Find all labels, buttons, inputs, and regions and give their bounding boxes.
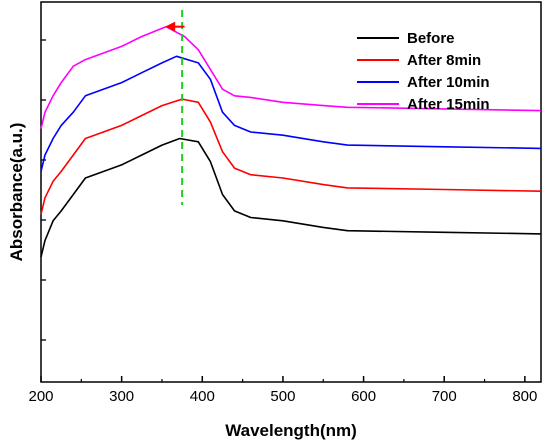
y-axis-title: Absorbance(a.u.): [7, 123, 26, 262]
series-line-after-15min: [40, 25, 542, 129]
annotation-layer: [165, 10, 185, 205]
plot-frame: [40, 1, 542, 383]
legend-label-2: After 10min: [407, 74, 490, 91]
series-line-after-8min: [40, 98, 542, 215]
x-axis-title: Wavelength(nm): [225, 421, 357, 440]
legend-label-3: After 15min: [407, 96, 490, 113]
x-tick-label-600: 600: [351, 388, 376, 405]
x-tick-label-500: 500: [270, 388, 295, 405]
series-layer: [40, 25, 542, 258]
x-tick-label-400: 400: [190, 388, 215, 405]
shift-arrow-head: [165, 21, 176, 32]
x-tick-label-700: 700: [432, 388, 457, 405]
x-tick-label-300: 300: [109, 388, 134, 405]
series-line-before: [40, 137, 542, 258]
x-tick-label-200: 200: [28, 388, 53, 405]
x-tick-label-800: 800: [512, 388, 537, 405]
legend: Before After 8min After 10min After 15min: [357, 30, 490, 113]
legend-label-0: Before: [407, 30, 455, 47]
x-axis-ticks: 200 300 400 500 600 700 800: [28, 376, 537, 405]
legend-label-1: After 8min: [407, 52, 481, 69]
series-line-after-10min: [40, 55, 542, 172]
y-axis-ticks: [41, 39, 46, 341]
